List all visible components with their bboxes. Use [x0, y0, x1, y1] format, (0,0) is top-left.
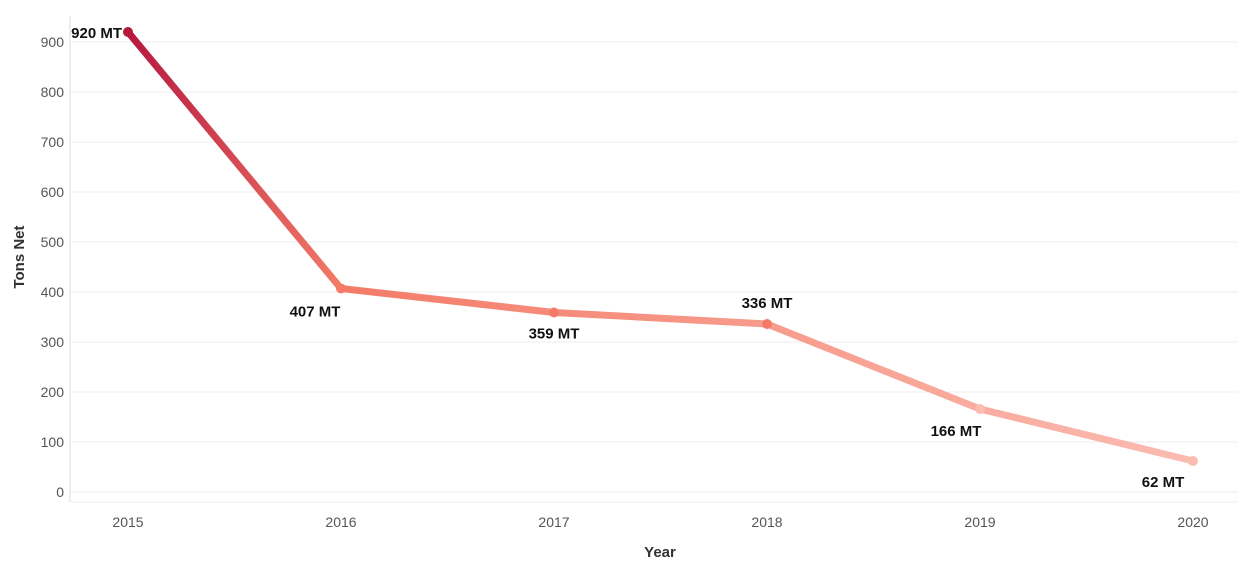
y-tick-label: 200 — [41, 384, 65, 400]
x-axis-title: Year — [644, 544, 676, 561]
data-label: 359 MT — [529, 326, 580, 343]
data-label: 407 MT — [290, 304, 341, 321]
x-tick-label: 2020 — [1177, 514, 1208, 530]
data-label: 166 MT — [931, 423, 982, 440]
data-point — [336, 283, 346, 294]
y-tick-label: 300 — [41, 334, 65, 350]
x-tick-label: 2016 — [325, 514, 356, 530]
series-points — [123, 27, 1198, 466]
x-tick-label: 2017 — [538, 514, 569, 530]
axes: Tons Net Year — [11, 16, 676, 561]
data-label: 920 MT — [71, 25, 122, 42]
data-point — [975, 404, 985, 414]
data-labels: 920 MT 407 MT 359 MT 336 MT 166 MT 62 MT — [71, 25, 1184, 491]
y-tick-label: 600 — [41, 184, 65, 200]
y-tick-label: 500 — [41, 234, 65, 250]
y-tick-label: 700 — [41, 134, 65, 150]
series-line-path — [124, 28, 1197, 465]
y-tick-label: 900 — [41, 34, 65, 50]
x-tick-label: 2018 — [751, 514, 782, 530]
x-tick-label: 2015 — [112, 514, 143, 530]
y-tick-label: 100 — [41, 434, 65, 450]
x-tick-label: 2019 — [964, 514, 995, 530]
grid — [70, 41, 1238, 503]
y-ticks: 0 100 200 300 400 500 600 700 800 900 — [41, 34, 65, 500]
data-point — [762, 319, 772, 329]
data-label: 62 MT — [1142, 474, 1185, 491]
data-point — [1188, 456, 1198, 466]
x-ticks: 2015 2016 2017 2018 2019 2020 — [112, 514, 1208, 530]
data-label: 336 MT — [742, 295, 793, 312]
y-axis-title: Tons Net — [11, 225, 28, 288]
y-tick-label: 0 — [56, 484, 64, 500]
data-point — [549, 307, 559, 318]
y-tick-label: 400 — [41, 284, 65, 300]
series-line — [124, 28, 1197, 465]
data-point — [123, 27, 133, 37]
y-tick-label: 800 — [41, 84, 65, 100]
